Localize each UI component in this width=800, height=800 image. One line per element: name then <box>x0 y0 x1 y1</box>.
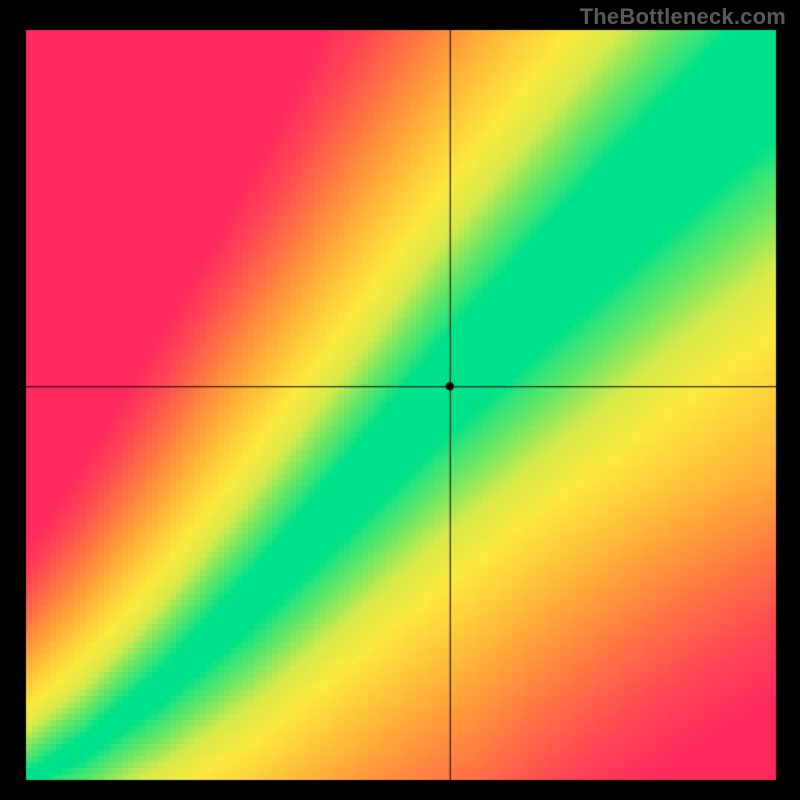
watermark-text: TheBottleneck.com <box>580 4 786 30</box>
heatmap-canvas <box>0 0 800 800</box>
